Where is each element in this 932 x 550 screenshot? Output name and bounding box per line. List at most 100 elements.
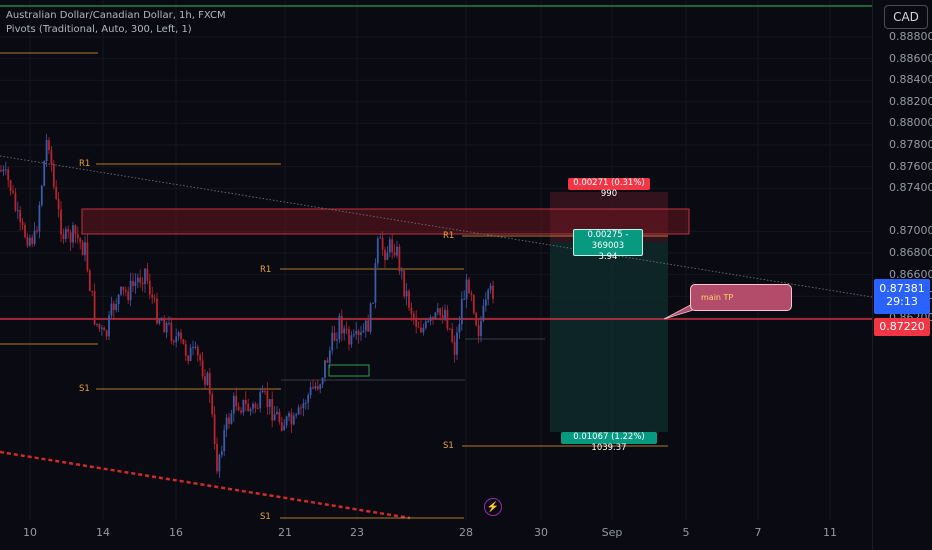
candle-body	[24, 224, 26, 238]
indicator-legend[interactable]: Pivots (Traditional, Auto, 300, Left, 1)	[6, 24, 192, 35]
stop-loss-label[interactable]: 0.00271 (0.31%) 990	[568, 178, 650, 199]
candle-body	[232, 395, 235, 414]
candle-body	[417, 326, 420, 328]
candle-body	[487, 289, 490, 300]
candle-body	[38, 205, 41, 232]
pivot-label: R1	[260, 265, 272, 275]
candle-body	[67, 229, 70, 233]
descending-trendline[interactable]	[0, 155, 872, 298]
candle-body	[115, 303, 118, 311]
candle-body	[64, 229, 67, 240]
time-tick-label: 5	[682, 526, 690, 539]
bar-countdown: 29:13	[886, 295, 918, 308]
candle-body	[290, 413, 293, 425]
candle-body	[340, 315, 343, 334]
candle-body	[28, 237, 31, 246]
time-tick-label: 14	[96, 526, 110, 539]
candle-body	[160, 319, 163, 321]
candle-body	[237, 406, 240, 411]
main-tp-callout[interactable]: main TP	[690, 284, 792, 311]
candle-body	[386, 252, 389, 260]
candle-body	[108, 315, 110, 337]
candle-body	[120, 286, 122, 295]
candle-body	[345, 328, 348, 330]
take-profit-label[interactable]: 0.01067 (1.22%) 1039.37	[561, 432, 657, 453]
symbol-title[interactable]: Australian Dollar/Canadian Dollar, 1h, F…	[6, 10, 226, 21]
candle-body	[295, 414, 298, 416]
candle-body	[158, 319, 161, 324]
candle-body	[88, 270, 91, 291]
candle-body	[225, 417, 228, 430]
candle-body	[196, 346, 199, 356]
candle-body	[93, 291, 96, 325]
candle-body	[254, 403, 257, 408]
candle-body	[127, 291, 130, 301]
candle-body	[396, 246, 398, 256]
candle-body	[156, 298, 158, 324]
candle-body	[369, 303, 372, 332]
chart-legend: Australian Dollar/Canadian Dollar, 1h, F…	[6, 9, 226, 37]
candle-body	[33, 230, 36, 245]
currency-button[interactable]: CAD	[884, 5, 928, 29]
price-tick-label: 0.88200	[889, 94, 932, 108]
candle-body	[110, 303, 113, 316]
candle-body	[367, 320, 370, 332]
candle-body	[470, 293, 473, 296]
candle-body	[50, 150, 53, 164]
current-price-tag: 0.87381 29:13	[874, 279, 930, 314]
candle-body	[242, 399, 245, 413]
candle-body	[134, 281, 137, 286]
candle-body	[448, 328, 451, 330]
candle-body	[7, 169, 10, 181]
candle-body	[228, 417, 230, 424]
candle-body	[319, 384, 322, 390]
candle-body	[384, 249, 386, 260]
candle-body	[211, 394, 214, 415]
candle-body	[112, 303, 115, 311]
price-axis[interactable]	[872, 0, 932, 550]
candle-body	[189, 347, 192, 361]
candle-body	[129, 280, 132, 301]
candle-body	[415, 317, 418, 327]
candle-body	[362, 330, 365, 333]
candle-body	[357, 330, 360, 336]
candle-body	[256, 407, 259, 409]
candle-body	[309, 387, 312, 395]
candle-body	[230, 413, 233, 424]
candle-body	[117, 294, 120, 304]
entry-label[interactable]: 0.00275 - 369003 3.94	[573, 229, 643, 262]
candle-body	[26, 237, 29, 246]
demand-box[interactable]	[328, 364, 370, 377]
price-tick-label: 0.88400	[889, 73, 932, 87]
candle-body	[199, 355, 202, 361]
candle-body	[98, 323, 101, 329]
price-tick-label: 0.88000	[889, 116, 932, 130]
lightning-icon[interactable]: ⚡	[484, 498, 502, 516]
candle-body	[422, 327, 425, 333]
candle-body	[312, 387, 314, 389]
candle-body	[343, 328, 346, 334]
price-chart[interactable]	[0, 0, 872, 550]
candle-body	[16, 210, 19, 212]
candle-body	[403, 270, 406, 297]
candle-body	[379, 237, 382, 239]
candle-body	[441, 315, 444, 320]
price-tick-label: 0.88600	[889, 51, 932, 65]
candle-body	[168, 322, 170, 324]
main-tp-text: main TP	[701, 293, 734, 302]
candle-body	[141, 282, 144, 284]
candle-body	[172, 340, 175, 343]
candle-body	[432, 317, 434, 319]
time-tick-label: 21	[278, 526, 292, 539]
candle-body	[244, 399, 247, 404]
candle-body	[410, 307, 413, 314]
target-zone[interactable]	[550, 242, 668, 432]
candle-body	[62, 234, 65, 240]
candle-body	[451, 328, 454, 342]
support-trendline[interactable]	[0, 450, 411, 520]
candle-body	[460, 299, 463, 325]
candle-body	[316, 386, 319, 390]
pivot-label: R1	[443, 231, 455, 241]
time-tick-label: 7	[754, 526, 762, 539]
candle-body	[456, 332, 458, 355]
